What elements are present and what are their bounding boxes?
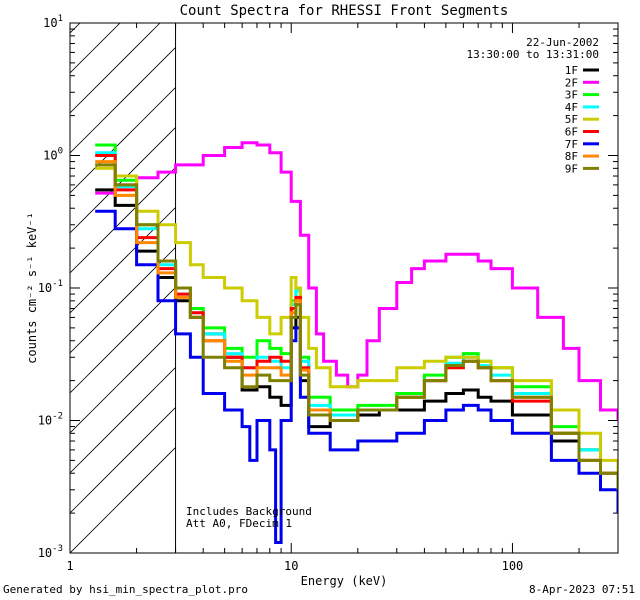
hatch-line: [70, 327, 176, 434]
time-range-label: 13:30:00 to 13:31:00: [467, 48, 599, 61]
date-label: 22-Jun-2002: [526, 36, 599, 49]
legend-label: 9F: [565, 162, 578, 175]
legend-label: 8F: [565, 150, 578, 163]
y-tick-label: 10-1: [38, 279, 63, 295]
legend-label: 4F: [565, 101, 578, 114]
legend-label: 7F: [565, 138, 578, 151]
legend-label: 2F: [565, 76, 578, 89]
hatch-line: [70, 447, 176, 553]
hatch-line: [70, 367, 176, 474]
x-tick-label: 1: [66, 559, 73, 573]
series-group: [95, 141, 618, 544]
annotation-attenuator: Att A0, FDecim 1: [186, 517, 292, 530]
x-axis-label: Energy (keV): [301, 574, 388, 588]
annotation-background: Includes Background: [186, 505, 312, 518]
hatch-line: [70, 167, 176, 274]
hatch-line: [70, 87, 176, 194]
legend-label: 6F: [565, 126, 578, 139]
x-tick-label: 100: [502, 559, 524, 573]
series-line-5f: [95, 166, 618, 474]
generated-by-label: Generated by hsi_min_spectra_plot.pro: [3, 583, 249, 596]
plot-frame: [69, 22, 619, 554]
chart-title: Count Spectra for RHESSI Front Segments: [180, 3, 509, 19]
x-tick-label: 10: [284, 559, 298, 573]
hatch-line: [70, 23, 161, 114]
y-tick-label: 10-3: [38, 544, 63, 560]
y-tick-label: 101: [43, 14, 63, 30]
y-tick-label: 10-2: [38, 412, 63, 428]
series-line-4f: [95, 151, 618, 490]
hatch-line: [70, 407, 176, 514]
legend-label: 1F: [565, 64, 578, 77]
tick-labels: 1 10 100 10-3 10-2 10-1 100 101: [38, 14, 524, 573]
y-tick-label: 100: [43, 147, 63, 163]
series-line-2f: [95, 141, 618, 421]
hatch-line: [70, 23, 81, 34]
legend-label: 3F: [565, 89, 578, 102]
y-axis-label: counts cm⁻² s⁻¹ keV⁻¹: [25, 212, 39, 364]
hatch-line: [70, 23, 121, 74]
series-line-7f: [95, 209, 618, 544]
series-line-9f: [95, 163, 618, 490]
hatch-line: [70, 287, 176, 394]
generation-timestamp: 8-Apr-2023 07:51: [529, 583, 635, 596]
legend-label: 5F: [565, 113, 578, 126]
hatch-line: [70, 47, 176, 154]
